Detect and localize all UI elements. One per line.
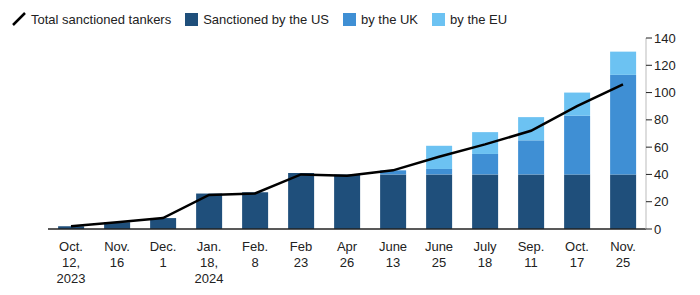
html-text:Sanctioned by the US: Sanctioned by the US: [203, 11, 329, 27]
svg-text:Oct.12,2023: Oct.12,2023: [57, 239, 86, 285]
svg-text:40: 40: [654, 167, 668, 182]
svg-text:Feb.8: Feb.8: [242, 239, 268, 270]
svg-text:Feb23: Feb23: [290, 239, 312, 270]
svg-text:140: 140: [654, 31, 676, 46]
svg-text:120: 120: [654, 58, 676, 73]
svg-text:Apr26: Apr26: [337, 239, 358, 270]
svg-text:20: 20: [654, 194, 668, 209]
svg-text:Sep.11: Sep.11: [518, 239, 545, 270]
svg-text:60: 60: [654, 140, 668, 155]
html-text:by the UK: by the UK: [361, 11, 418, 27]
html-text:Total sanctioned tankers: Total sanctioned tankers: [31, 11, 172, 27]
svg-text:July18: July18: [473, 239, 497, 270]
svg-text:0: 0: [654, 222, 661, 237]
svg-text:June13: June13: [379, 239, 407, 270]
svg-text:Dec.1: Dec.1: [150, 239, 177, 270]
svg-text:100: 100: [654, 85, 676, 100]
html-text:by the EU: by the EU: [450, 11, 508, 27]
svg-text:Nov.25: Nov.25: [610, 239, 636, 270]
svg-text:Nov.16: Nov.16: [104, 239, 130, 270]
svg-text:Jan.18,2024: Jan.18,2024: [195, 239, 224, 285]
svg-text:Oct.17: Oct.17: [565, 239, 589, 270]
svg-text:June25: June25: [425, 239, 453, 270]
svg-text:80: 80: [654, 112, 668, 127]
